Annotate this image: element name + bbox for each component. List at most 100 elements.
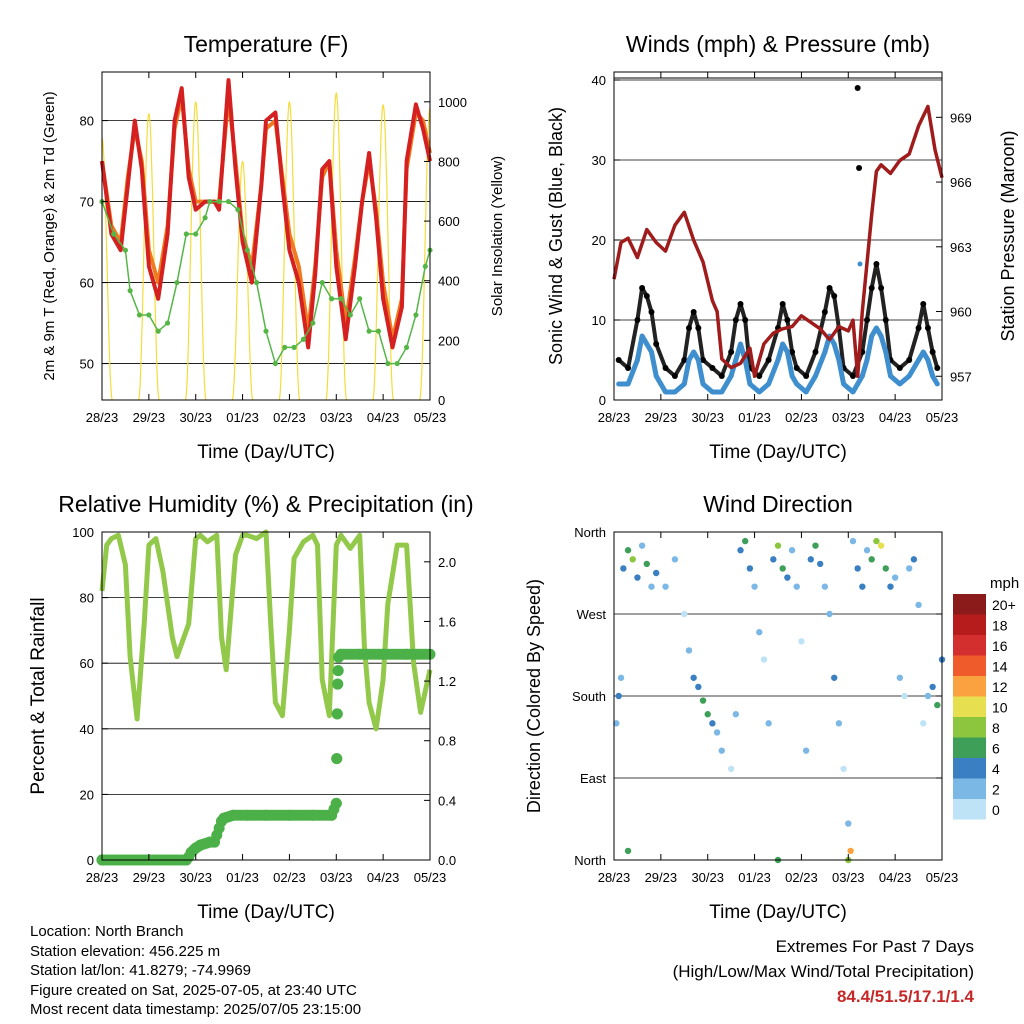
direction-point <box>807 556 814 563</box>
wind-point <box>639 333 645 339</box>
direction-point <box>859 583 866 590</box>
wind-trace <box>766 359 781 385</box>
recent-timestamp-text: Most recent data timestamp: 2025/07/05 2… <box>30 1001 362 1018</box>
dewpoint-point <box>225 198 232 205</box>
gust-point <box>826 285 833 291</box>
dewpoint-point <box>235 207 241 213</box>
dewpoint-point <box>155 328 161 334</box>
wind-point <box>653 373 659 379</box>
x-tick-label: 01/23 <box>738 410 771 425</box>
legend-label: 20+ <box>992 597 1016 613</box>
direction-point <box>891 574 899 581</box>
gust-trace <box>921 303 930 329</box>
chart-title: Winds (mph) & Pressure (mb) <box>626 31 930 57</box>
x-tick-label: 05/23 <box>414 870 447 885</box>
direction-point <box>732 711 740 718</box>
wind-point <box>747 381 753 387</box>
direction-point <box>737 547 744 554</box>
gust-trace <box>673 358 687 378</box>
precip-point <box>227 809 239 821</box>
gust-point <box>789 349 796 355</box>
gust-point <box>765 357 772 363</box>
gust-point <box>929 349 936 355</box>
dewpoint-point <box>193 231 199 237</box>
y-tick-label: 80 <box>80 591 94 606</box>
y-tick-label: West <box>577 607 607 622</box>
dewpoint-point <box>375 328 382 334</box>
x-tick-label: 28/23 <box>86 870 119 885</box>
wind-trace <box>695 359 706 385</box>
y2-tick-label: 0.4 <box>438 793 456 808</box>
dewpoint-point <box>111 231 117 237</box>
y-tick-label: 0 <box>599 393 606 408</box>
y-tick-label: 60 <box>80 276 94 291</box>
gust-trace <box>635 287 645 321</box>
gust-point <box>849 373 856 379</box>
solar-insolation-series <box>231 160 254 401</box>
gust-point <box>873 261 880 267</box>
gust-trace <box>832 295 841 329</box>
y2-tick-label: 0 <box>438 393 445 408</box>
x-tick-label: 03/23 <box>320 410 353 425</box>
x-tick-label: 29/23 <box>133 870 166 885</box>
x-tick-label: 30/23 <box>179 410 212 425</box>
station-info: Location: North Branch Station elevation… <box>30 922 361 1020</box>
gust-point <box>728 349 735 355</box>
y2-tick-label: 963 <box>950 240 972 255</box>
precip-point <box>335 648 347 660</box>
legend-label: 6 <box>992 741 1000 757</box>
gust-point <box>831 293 838 299</box>
created-text: Figure created on Sat, 2025-07-05, at 23… <box>30 981 357 999</box>
gust-point <box>685 325 692 331</box>
wind-trace <box>883 351 893 377</box>
wind-trace <box>719 374 734 394</box>
wind-point <box>850 389 856 395</box>
direction-point <box>742 537 749 545</box>
x-tick-label: 04/23 <box>879 870 912 885</box>
precip-point <box>260 809 272 821</box>
x-tick-label: 01/23 <box>226 410 259 425</box>
wind-point <box>878 333 884 339</box>
pressure-series <box>612 104 944 379</box>
solar-insolation-series <box>101 137 113 401</box>
y-tick-label: North <box>574 853 606 868</box>
extremes-title: Extremes For Past 7 Days <box>775 937 974 956</box>
wind-point <box>794 381 800 387</box>
y-axis-label: Direction (Colored By Speed) <box>524 579 544 813</box>
precip-point <box>331 753 343 765</box>
solar-insolation-series <box>419 107 431 401</box>
precip-point <box>283 809 295 821</box>
wind-point <box>695 357 701 363</box>
y-tick-label: 100 <box>72 525 94 540</box>
winds-chart: Winds (mph) & Pressure (mb) 28/23 29/23 30/… <box>546 31 1018 463</box>
legend-label: 2 <box>992 782 1000 798</box>
wind-trace <box>864 335 875 361</box>
wind-trace <box>907 358 921 378</box>
y-tick-label: South <box>572 689 606 704</box>
wind-point <box>648 349 654 355</box>
relative-humidity-series <box>99 529 433 732</box>
plot-frame <box>101 531 431 861</box>
wind-point <box>691 349 697 355</box>
wind-point <box>625 381 631 387</box>
x-tick-label: 28/23 <box>598 410 631 425</box>
gust-trace <box>743 319 752 369</box>
x-tick-label: 30/23 <box>691 870 724 885</box>
extremes-summary: Extremes For Past 7 Days (High/Low/Max W… <box>673 934 974 1009</box>
wind-point <box>857 261 863 267</box>
precip-point <box>331 708 343 720</box>
x-axis-label: Time (Day/UTC) <box>709 442 847 463</box>
x-tick-label: 01/23 <box>738 870 771 885</box>
dewpoint-point <box>263 328 269 334</box>
gust-trace <box>649 311 659 345</box>
chart-title: Wind Direction <box>703 491 853 517</box>
direction-point <box>831 674 838 681</box>
dewpoint-point <box>413 312 419 318</box>
gust-point <box>732 317 739 323</box>
wind-point <box>916 357 922 363</box>
y-tick-label: East <box>580 771 606 786</box>
dewpoint-point <box>310 320 316 326</box>
wind-point <box>873 325 879 331</box>
direction-point <box>863 547 871 554</box>
precip-point <box>194 839 206 851</box>
